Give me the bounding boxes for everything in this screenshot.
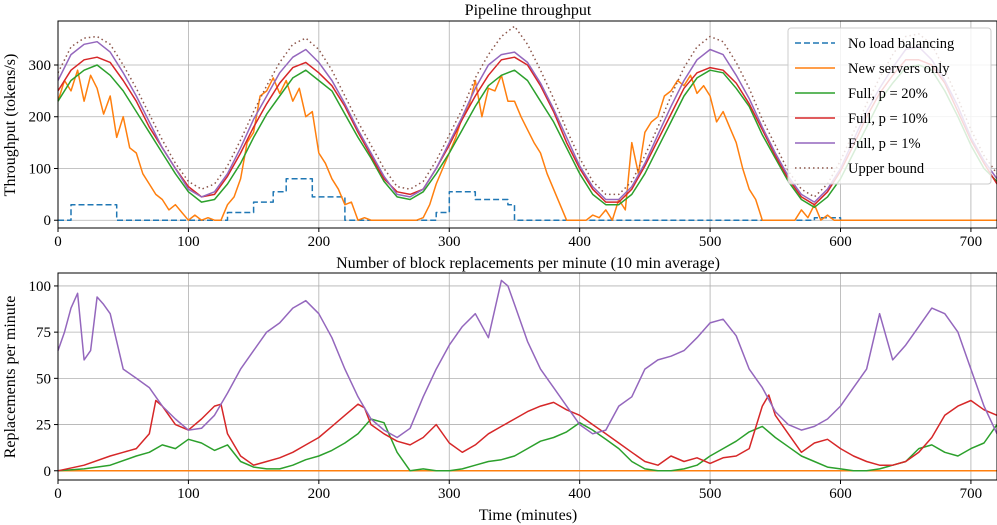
x-tick-label-600: 600	[829, 234, 852, 250]
y-tick-label-0: 0	[44, 464, 52, 480]
x-tick-label-200: 200	[308, 486, 331, 502]
y-tick-label-100: 100	[29, 279, 52, 295]
x-tick-label-100: 100	[177, 486, 200, 502]
replacements-ticks: 0 100 200 300 400 500 600 700 0 25 50 75 100	[29, 279, 983, 502]
throughput-title: Pipeline throughput	[465, 2, 592, 19]
x-tick-label-600: 600	[829, 486, 852, 502]
replacements-x-label: Time (minutes)	[479, 507, 578, 524]
throughput-chart: Pipeline throughput 0 100 200 300 400 500 600 7…	[2, 2, 997, 250]
replacements-axes-frame	[57, 272, 997, 481]
x-tick-label-400: 400	[568, 486, 591, 502]
y-tick-label-75: 75	[36, 325, 51, 341]
y-tick-label-200: 200	[29, 110, 52, 126]
series-line-full-p-20	[57, 418, 997, 472]
x-tick-label-500: 500	[699, 486, 722, 502]
x-tick-label-0: 0	[54, 486, 62, 502]
series-line-no-load-balancing	[58, 178, 997, 221]
replacements-chart: Number of block replacements per minute …	[2, 255, 997, 524]
x-tick-label-700: 700	[960, 234, 983, 250]
x-tick-label-700: 700	[960, 486, 983, 502]
x-tick-label-200: 200	[308, 234, 331, 250]
replacements-title: Number of block replacements per minute …	[336, 255, 720, 272]
legend-label-new-servers-only: New servers only	[848, 61, 950, 77]
throughput-axes-frame	[57, 20, 997, 229]
legend-box	[787, 27, 992, 185]
replacements-y-label: Replacements per minute	[2, 296, 19, 459]
y-tick-label-50: 50	[36, 371, 51, 387]
legend-label-full-p20: Full, p = 20%	[848, 86, 928, 102]
series-line-full-p-1	[57, 279, 997, 439]
series-line-full-p-10	[57, 394, 997, 472]
x-tick-label-400: 400	[568, 234, 591, 250]
throughput-y-label: Throughput (tokens/s)	[2, 54, 19, 197]
legend: No load balancing New servers only Full,…	[787, 27, 992, 185]
replacements-series	[57, 279, 997, 472]
x-tick-label-100: 100	[177, 234, 200, 250]
y-tick-label-0: 0	[44, 213, 52, 229]
x-tick-label-300: 300	[438, 486, 461, 502]
legend-label-no-load-balancing: No load balancing	[848, 36, 954, 52]
y-tick-label-100: 100	[29, 161, 52, 177]
throughput-ticks: 0 100 200 300 400 500 600 700 0 100 200 300	[29, 58, 983, 250]
x-tick-label-300: 300	[438, 234, 461, 250]
x-tick-label-500: 500	[699, 234, 722, 250]
legend-label-upper-bound: Upper bound	[848, 161, 925, 177]
legend-label-full-p1: Full, p = 1%	[848, 136, 921, 152]
y-tick-label-300: 300	[29, 58, 52, 74]
x-tick-label-0: 0	[54, 234, 62, 250]
legend-label-full-p10: Full, p = 10%	[848, 111, 928, 127]
y-tick-label-25: 25	[36, 418, 51, 434]
series-line-new-servers-only	[57, 69, 997, 221]
